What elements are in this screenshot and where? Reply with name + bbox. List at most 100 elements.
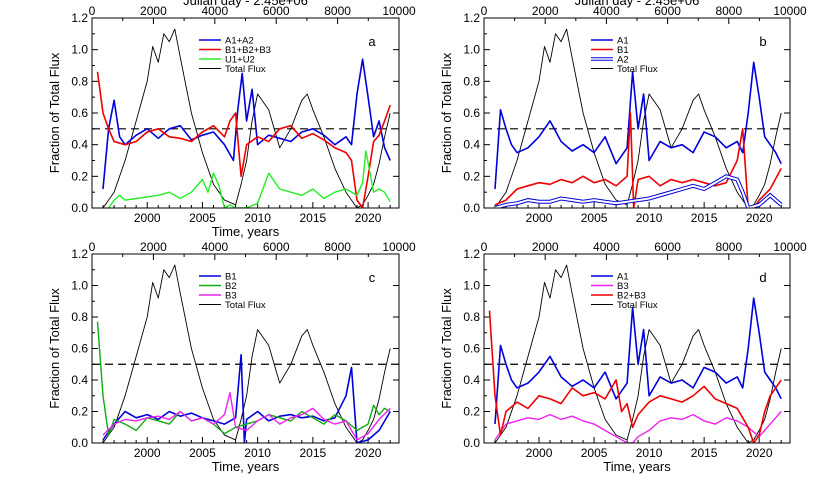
y-tick-label: 0.8 [71, 74, 88, 88]
y-tick-label: 0.8 [71, 310, 88, 324]
x2-tick-label: 4000 [593, 240, 620, 254]
x-axis-label: Time, years [212, 459, 280, 474]
legend-label: Total Flux [617, 300, 658, 311]
legend-label: B2+B3 [617, 291, 646, 302]
x-tick-label: 2020 [746, 211, 773, 225]
x-tick-label: 2020 [355, 211, 382, 225]
y-tick-label: 0.8 [463, 310, 480, 324]
x2-tick-label: 6000 [263, 240, 290, 254]
legend-label: U1+U2 [225, 55, 255, 66]
x-tick-label: 2000 [134, 446, 161, 460]
panel-letter: a [368, 34, 376, 49]
y-tick-label: 1.2 [463, 11, 480, 25]
y-axis-label: Fraction of Total Flux [47, 52, 62, 173]
x2-tick-label: 8000 [324, 240, 351, 254]
y-tick-label: 0.4 [71, 373, 88, 387]
x-tick-label: 2000 [134, 211, 161, 225]
x2-tick-label: 8000 [324, 4, 351, 18]
x-tick-label: 2010 [636, 211, 663, 225]
y-axis-label: Fraction of Total Flux [439, 288, 454, 409]
plot-frame [483, 253, 791, 444]
panel-a: 0.0 0.2 0.4 0.6 0.8 1.0 1.2 2000 2005 2010 2015 202… [47, 0, 416, 239]
x-tick-label: 2015 [300, 211, 327, 225]
y-tick-label: 0.6 [71, 106, 88, 120]
legend-label: A1+A2 [225, 36, 254, 47]
series-line-total-flux [102, 264, 391, 443]
series-line-b1-b2-b3 [96, 71, 391, 208]
y-tick-label: 0.2 [71, 169, 88, 183]
legend-label: Total Flux [225, 64, 266, 75]
panel-letter: c [369, 270, 376, 285]
x2-tick-label: 2000 [140, 240, 167, 254]
series-group [484, 28, 790, 208]
panel-c: 0.0 0.2 0.4 0.6 0.8 1.0 1.2 2000 2005 2010 2015 202… [47, 240, 416, 474]
y-tick-label: 1.2 [71, 11, 88, 25]
y-tick-label: 0.4 [463, 138, 480, 152]
x-tick-label: 2005 [189, 446, 216, 460]
y-tick-label: 0.2 [463, 405, 480, 419]
x2-tick-label: 8000 [715, 4, 742, 18]
y-tick-label: 0.0 [71, 201, 88, 215]
series-line-a1-a2 [102, 58, 391, 190]
y-tick-label: 0.8 [463, 74, 480, 88]
legend-label: B3 [225, 291, 237, 302]
y-tick-label: 1.0 [71, 43, 88, 57]
y-tick-label: 0.4 [463, 373, 480, 387]
x-tick-label: 2005 [581, 211, 608, 225]
y-tick-label: 0.4 [71, 138, 88, 152]
x2-tick-label: 10000 [773, 4, 807, 18]
series-line-a2-inner [494, 175, 782, 208]
x2-axis-label: Julian day - 2.45e+06 [183, 0, 308, 8]
x2-axis-label: Julian day - 2.45e+06 [575, 0, 700, 8]
x-tick-label: 2015 [691, 446, 718, 460]
y-tick-label: 1.0 [71, 279, 88, 293]
x2-tick-label: 10000 [382, 240, 416, 254]
y-axis-label: Fraction of Total Flux [47, 288, 62, 409]
x2-tick-label: 2000 [532, 240, 559, 254]
x2-tick-label: 6000 [654, 240, 681, 254]
y-tick-label: 1.0 [463, 43, 480, 57]
x-tick-label: 2015 [691, 211, 718, 225]
panel-letter: d [759, 270, 766, 285]
x2-tick-label: 10000 [382, 4, 416, 18]
x-tick-label: 2015 [300, 446, 327, 460]
series-line-b3 [494, 411, 782, 443]
x2-tick-label: 4000 [201, 240, 228, 254]
x2-tick-label: 4000 [593, 4, 620, 18]
y-tick-label: 1.2 [463, 247, 480, 261]
x-axis-label: Time, years [603, 459, 671, 474]
x-tick-label: 2020 [746, 446, 773, 460]
x2-tick-label: 8000 [715, 240, 742, 254]
series-line-total-flux [102, 28, 391, 208]
x2-tick-label: 4000 [201, 4, 228, 18]
x2-tick-label: 6000 [654, 4, 681, 18]
x-tick-label: 2000 [526, 446, 553, 460]
series-line-b2 [96, 321, 391, 436]
x-tick-label: 2010 [636, 446, 663, 460]
series-group [92, 264, 399, 443]
x2-tick-label: 10000 [773, 240, 807, 254]
legend-label: B1 [225, 272, 237, 283]
plot-frame [91, 253, 400, 444]
series-group [92, 28, 399, 208]
legend-label: B3 [617, 281, 629, 292]
series-line-b2-b3 [488, 310, 782, 443]
y-tick-label: 0.0 [463, 201, 480, 215]
y-tick-label: 0.6 [463, 106, 480, 120]
series-line-a1 [494, 297, 782, 425]
y-tick-label: 0.6 [71, 342, 88, 356]
x2-tick-label: 0 [481, 240, 488, 254]
y-axis-label: Fraction of Total Flux [439, 52, 454, 173]
legend-label: A2 [617, 55, 629, 66]
legend-label: Total Flux [617, 64, 658, 75]
y-tick-label: 0.2 [71, 405, 88, 419]
plot-frame [483, 17, 791, 209]
x2-tick-label: 2000 [140, 4, 167, 18]
x-tick-label: 2000 [526, 211, 553, 225]
x2-tick-label: 6000 [263, 4, 290, 18]
series-line-total-flux [494, 264, 782, 443]
y-tick-label: 0.6 [463, 342, 480, 356]
series-line-u1-u2 [108, 150, 391, 208]
x2-tick-label: 0 [89, 240, 96, 254]
